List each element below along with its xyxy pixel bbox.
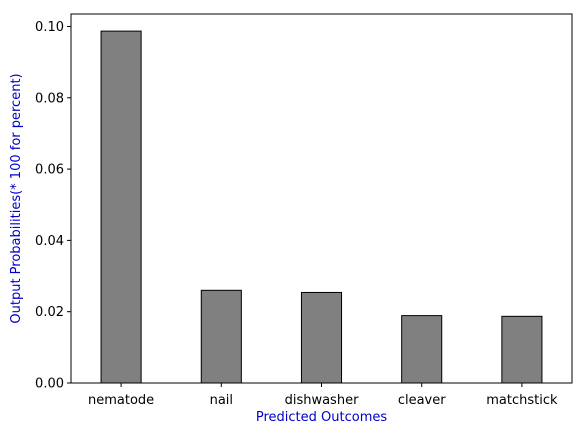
x-tick-label: nematode <box>88 393 154 408</box>
x-axis-ticks: nematode nail dishwasher cleaver matchstick <box>88 383 558 408</box>
y-axis-label: Output Probabilities(* 100 for percent) <box>9 73 24 323</box>
bars-group <box>100 30 543 384</box>
y-tick-label: 0.10 <box>35 20 64 35</box>
x-tick-label: dishwasher <box>285 393 359 408</box>
bar-nail <box>200 289 242 384</box>
y-tick-label: 0.06 <box>35 163 64 178</box>
y-tick-label: 0.04 <box>35 234 64 249</box>
y-tick-label: 0.00 <box>35 377 64 392</box>
bar-nematode <box>100 30 142 384</box>
plot-frame <box>70 13 573 384</box>
y-tick-label: 0.08 <box>35 91 64 106</box>
y-axis-ticks: 0.00 0.02 0.04 0.06 0.08 0.10 <box>35 20 71 392</box>
x-tick-label: matchstick <box>486 393 558 408</box>
bar-dishwasher <box>300 291 343 384</box>
y-tick-label: 0.02 <box>35 305 64 320</box>
x-axis-label: Predicted Outcomes <box>256 410 387 425</box>
bar-matchstick <box>501 315 543 384</box>
bar-cleaver <box>401 315 443 384</box>
x-tick-label: nail <box>210 393 233 408</box>
x-tick-label: cleaver <box>398 393 446 408</box>
